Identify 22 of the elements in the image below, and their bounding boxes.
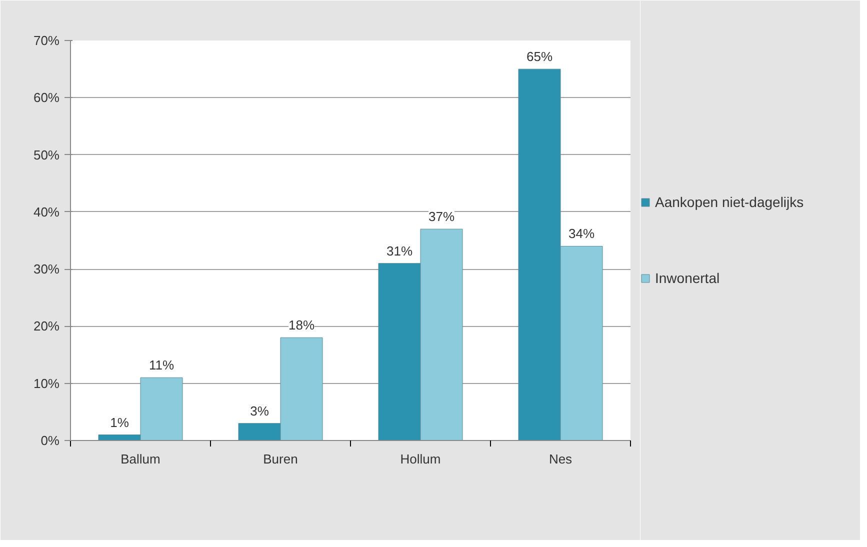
x-tick-label: Buren bbox=[263, 452, 298, 466]
y-tick-label: 70% bbox=[33, 33, 60, 48]
data-label: 65% bbox=[526, 49, 553, 64]
data-label: 11% bbox=[148, 358, 174, 373]
data-label: 31% bbox=[386, 243, 413, 258]
y-tick-label: 20% bbox=[33, 318, 60, 334]
y-tick-label: 30% bbox=[33, 262, 60, 277]
x-tick-label: Ballum bbox=[120, 452, 160, 466]
data-label: 34% bbox=[568, 226, 595, 242]
y-tick-label: 60% bbox=[33, 90, 60, 106]
y-tick-label: 10% bbox=[33, 376, 60, 391]
y-tick-label: 40% bbox=[33, 204, 60, 220]
x-tick-label: Nes bbox=[548, 452, 573, 466]
y-tick-label: 0% bbox=[40, 433, 60, 448]
legend-label: Aankopen niet-dagelijks bbox=[655, 194, 804, 210]
data-label: 1% bbox=[110, 414, 130, 430]
data-label: 37% bbox=[428, 209, 455, 224]
x-tick-label: Hollum bbox=[400, 452, 441, 466]
legend-label: Inwonertal bbox=[655, 270, 720, 286]
y-tick-label: 50% bbox=[33, 147, 60, 162]
data-label: 18% bbox=[288, 318, 315, 333]
data-label: 3% bbox=[250, 403, 270, 418]
